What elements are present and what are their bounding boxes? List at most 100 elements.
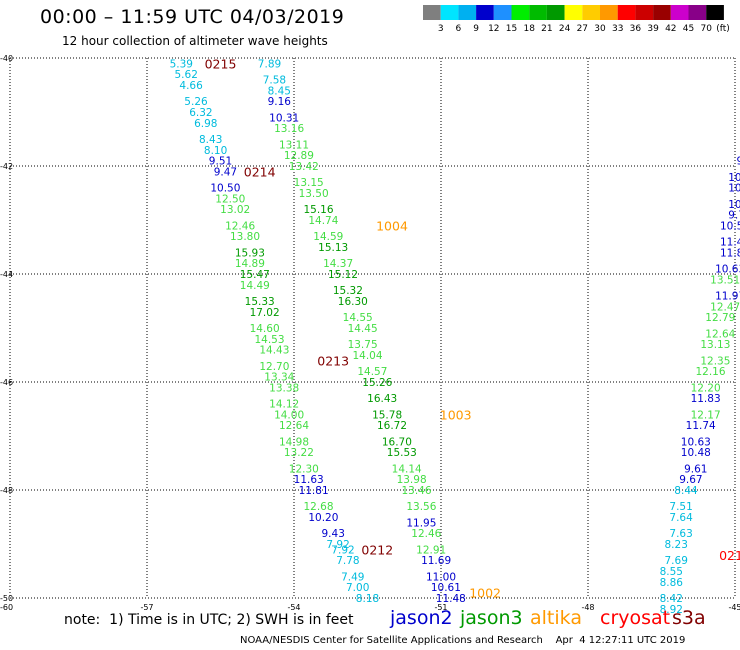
colorbar-tick-label: 30	[594, 24, 606, 34]
wave-height-point: 14.04	[352, 350, 382, 362]
legend-s3a: s3a	[672, 607, 706, 629]
wave-height-point: 7.00	[346, 582, 369, 594]
wave-height-point: 12.46	[225, 220, 255, 232]
colorbar-tick-label: 3	[438, 24, 444, 34]
pass-time-label: 0215	[719, 548, 740, 563]
colorbar-swatch	[564, 5, 583, 20]
wave-height-point: 13.22	[284, 447, 314, 459]
colorbar-swatch	[493, 5, 512, 20]
wave-height-point: 12.20	[691, 382, 721, 394]
legend-cryosat: cryosat	[600, 607, 671, 629]
wave-height-point: 13.38	[269, 382, 299, 394]
wave-height-point: 14.14	[392, 463, 422, 475]
wave-height-point: 14.12	[269, 399, 299, 411]
credit-line: NOAA/NESDIS Center for Satellite Applica…	[240, 635, 686, 646]
wave-height-point: 12.17	[691, 409, 721, 421]
wave-height-point: 17.02	[250, 307, 280, 319]
wave-height-point: 11.63	[294, 474, 324, 486]
wave-height-point: 13.46	[401, 485, 431, 497]
wave-height-point: 14.49	[240, 280, 270, 292]
wave-height-point: 11.95	[406, 517, 436, 529]
colorbar-swatch	[617, 5, 636, 20]
wave-height-point: 5.26	[184, 96, 208, 108]
color-scale-bar: 3 6 9 12 15 18 21 24 27 30 33 36 39 42 45 70 (ft)	[423, 5, 730, 34]
wave-height-point: 8.92	[660, 604, 683, 616]
wave-height-point: 14.45	[348, 323, 378, 335]
longitude-label: -45	[728, 603, 740, 612]
colorbar-tick-label: 39	[647, 24, 659, 34]
wave-height-point: 13.75	[348, 339, 378, 351]
wave-height-point: 14.57	[357, 366, 387, 378]
wave-height-point: 12.79	[705, 312, 735, 324]
wave-height-point: 9.67	[679, 474, 702, 486]
wave-height-point: 12.16	[695, 366, 725, 378]
wave-height-point: 11.83	[691, 393, 721, 405]
pass-time-label: 1004	[376, 218, 408, 233]
wave-height-point: 9.61	[684, 463, 707, 475]
wave-height-point: 10.50	[210, 183, 240, 195]
wave-height-point: 5.62	[175, 69, 198, 81]
latitude-label: -46	[0, 378, 13, 387]
latitude-label: -40	[0, 54, 13, 63]
colorbar-swatch	[688, 5, 707, 20]
wave-height-point: 10.58	[720, 220, 740, 232]
longitude-label: -54	[287, 603, 300, 612]
colorbar-tick-label: 15	[506, 24, 517, 34]
colorbar-swatch	[635, 5, 654, 20]
wave-height-point: 16.43	[367, 393, 397, 405]
wave-height-point: 9.76	[728, 210, 740, 222]
wave-height-point: 14.00	[274, 409, 304, 421]
wave-height-point: 9.51	[209, 156, 232, 168]
wave-height-point: 13.80	[230, 231, 260, 243]
colorbar-swatch	[653, 5, 671, 20]
wave-height-point: 13.11	[279, 139, 309, 151]
wave-height-point: 8.42	[660, 593, 683, 605]
wave-height-point: 7.69	[665, 555, 688, 567]
wave-height-point: 10.48	[681, 447, 711, 459]
colorbar-swatch	[458, 5, 477, 20]
colorbar-swatch	[511, 5, 530, 20]
legend-altika: altika	[530, 607, 582, 629]
pass-time-label: 0214	[244, 164, 276, 179]
wave-height-point: 11.48	[436, 593, 466, 605]
wave-height-point: 7.58	[263, 75, 286, 87]
pass-time-label: 0212	[361, 542, 393, 557]
footer-note: note: 1) Time is in UTC; 2) SWH is in fe…	[64, 612, 354, 628]
wave-height-point: 12.46	[411, 528, 441, 540]
wave-height-point: 11.97	[715, 291, 740, 303]
wave-height-point: 8.23	[665, 539, 688, 551]
wave-height-point: 14.60	[250, 323, 280, 335]
wave-height-point: 7.63	[669, 528, 692, 540]
wave-height-point: 12.70	[259, 361, 289, 373]
wave-height-point: 6.98	[194, 118, 217, 130]
wave-height-point: 7.51	[669, 501, 692, 513]
wave-height-point: 13.34	[264, 372, 294, 384]
wave-height-point: 4.66	[179, 80, 203, 92]
wave-height-point: 16.72	[377, 420, 407, 432]
page-title: 00:00 – 11:59 UTC 04/03/2019	[40, 6, 345, 28]
longitude-label: -48	[581, 603, 594, 612]
wave-height-point: 13.02	[220, 204, 250, 216]
pass-time-label: 0215	[205, 56, 237, 71]
colorbar-swatch	[582, 5, 600, 20]
wave-height-point: 15.53	[387, 447, 417, 459]
wave-height-point: 10.61	[431, 582, 461, 594]
wave-height-point: 11.81	[299, 485, 329, 497]
pass-time-label: 1003	[440, 407, 472, 422]
wave-height-point: 10.5	[728, 183, 740, 195]
wave-height-point: 12.35	[700, 355, 730, 367]
corner-longitude-label: -60	[0, 603, 13, 612]
wave-height-point: 14.43	[259, 345, 289, 357]
wave-height-point: 11.74	[686, 420, 716, 432]
wave-height-point: 14.89	[235, 258, 265, 270]
wave-height-point: 15.47	[240, 269, 270, 281]
colorbar-tick-label: 9	[473, 24, 479, 34]
wave-height-point: 11.69	[421, 555, 451, 567]
colorbar-tick-label: 18	[523, 24, 535, 34]
pass-time-label: 1002	[469, 586, 501, 601]
wave-height-point: 8.10	[204, 145, 227, 157]
wave-height-point: 12.64	[279, 420, 309, 432]
colorbar-swatch	[440, 5, 459, 20]
wave-height-point: 12.91	[416, 544, 446, 556]
